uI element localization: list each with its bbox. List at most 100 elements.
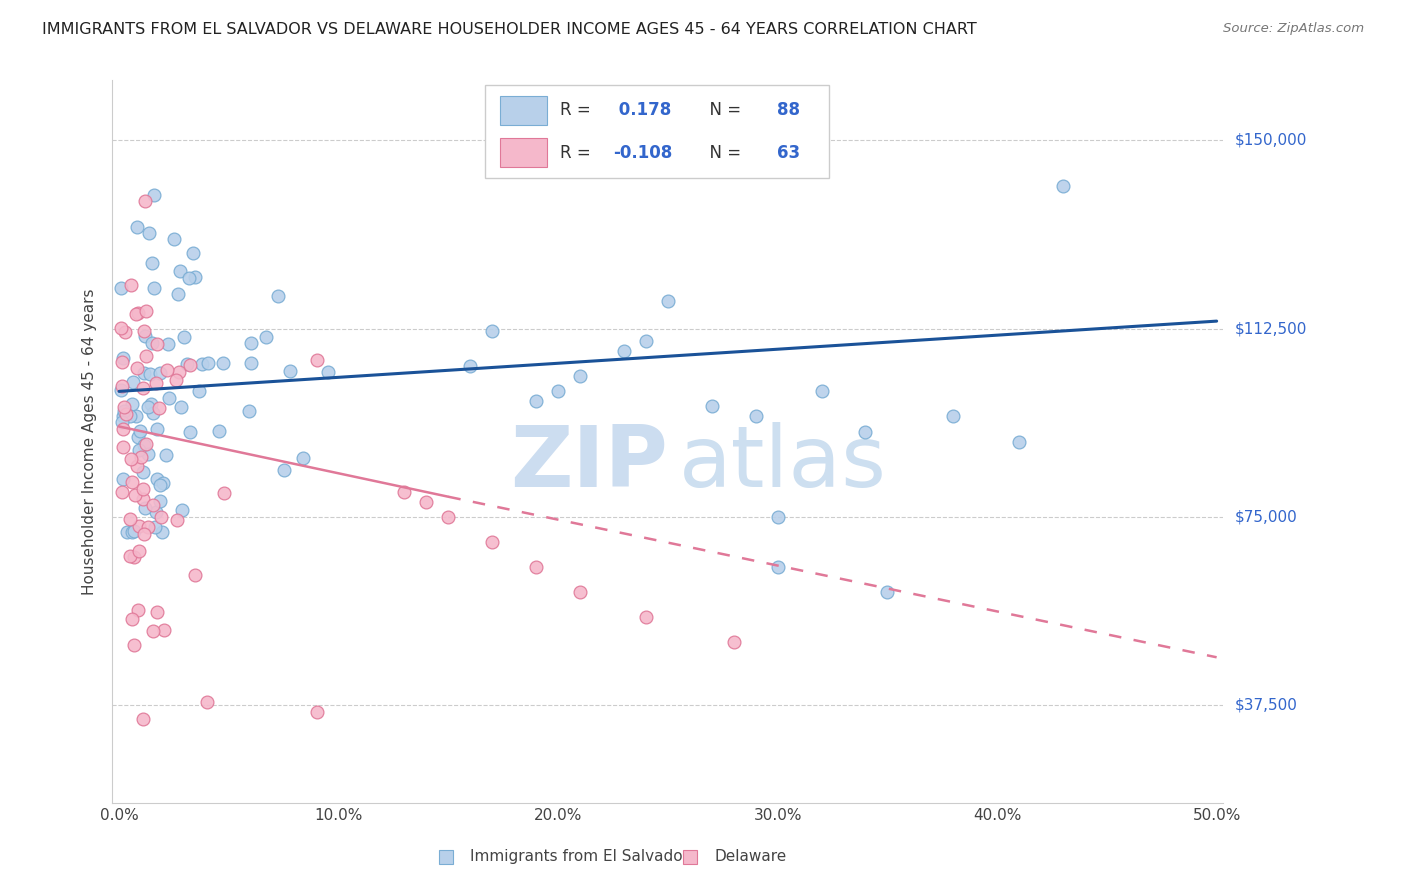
Point xyxy=(121,524,143,539)
Point xyxy=(700,400,723,414)
Point xyxy=(153,623,176,637)
Point xyxy=(125,360,148,375)
Point xyxy=(181,245,204,260)
Point xyxy=(121,397,143,411)
Point xyxy=(177,270,200,285)
Point xyxy=(273,463,295,477)
Point xyxy=(810,384,832,399)
Point xyxy=(132,324,155,338)
Point xyxy=(136,447,159,461)
Point xyxy=(191,357,214,371)
Text: atlas: atlas xyxy=(679,422,887,505)
Point xyxy=(112,404,135,418)
Point xyxy=(278,364,301,378)
Point xyxy=(146,472,169,486)
Point xyxy=(211,356,233,370)
Text: 88: 88 xyxy=(776,102,800,120)
Text: 0.178: 0.178 xyxy=(613,102,672,120)
Text: $112,500: $112,500 xyxy=(1234,321,1306,336)
Point xyxy=(239,336,262,351)
Point xyxy=(458,359,481,374)
Point xyxy=(267,289,290,303)
Point xyxy=(134,329,156,343)
Point xyxy=(134,500,156,515)
Point xyxy=(122,524,145,538)
Point xyxy=(176,357,198,371)
Point xyxy=(197,356,219,370)
Point xyxy=(128,443,150,458)
Point xyxy=(136,519,159,533)
Text: 63: 63 xyxy=(776,144,800,161)
Point xyxy=(132,526,155,541)
Text: ZIP: ZIP xyxy=(510,422,668,505)
Point xyxy=(195,696,218,710)
Point xyxy=(111,354,134,368)
Point xyxy=(110,281,132,295)
Text: $37,500: $37,500 xyxy=(1234,698,1298,713)
Point xyxy=(138,400,160,414)
Text: IMMIGRANTS FROM EL SALVADOR VS DELAWARE HOUSEHOLDER INCOME AGES 45 - 64 YEARS CO: IMMIGRANTS FROM EL SALVADOR VS DELAWARE … xyxy=(42,22,977,37)
Point xyxy=(132,381,155,395)
Point xyxy=(135,437,157,451)
Point xyxy=(305,353,328,368)
Point xyxy=(167,365,190,379)
Point xyxy=(111,379,134,393)
Point xyxy=(125,219,148,234)
Point xyxy=(143,520,166,534)
Point xyxy=(122,375,145,389)
Point xyxy=(613,344,636,359)
Point xyxy=(942,409,965,424)
Point xyxy=(155,448,177,462)
Point xyxy=(112,400,135,414)
Text: N =: N = xyxy=(699,102,747,120)
Text: N =: N = xyxy=(699,144,747,161)
Point xyxy=(127,603,149,617)
Point xyxy=(132,482,155,496)
Point xyxy=(208,424,231,438)
Point xyxy=(437,509,460,524)
Point xyxy=(120,278,142,293)
Point xyxy=(166,513,188,527)
Point xyxy=(179,425,201,439)
Point xyxy=(855,425,877,439)
Point xyxy=(128,544,150,558)
Point xyxy=(150,524,173,539)
Point xyxy=(127,430,149,444)
Point xyxy=(394,484,416,499)
Point xyxy=(766,509,789,524)
Point xyxy=(723,635,745,649)
Text: Immigrants from El Salvador: Immigrants from El Salvador xyxy=(470,849,689,864)
Point xyxy=(129,450,152,464)
Point xyxy=(120,512,142,526)
Point xyxy=(115,407,138,421)
Point xyxy=(142,498,165,512)
Point xyxy=(547,384,569,399)
Point xyxy=(135,349,157,363)
Point xyxy=(132,465,155,479)
Point xyxy=(145,376,167,391)
Point xyxy=(166,286,188,301)
Point xyxy=(111,416,134,430)
Point xyxy=(142,406,165,420)
Point xyxy=(157,337,180,351)
Point xyxy=(125,458,148,473)
Point xyxy=(169,264,191,278)
Point xyxy=(184,270,207,285)
FancyBboxPatch shape xyxy=(501,95,547,125)
Point xyxy=(159,392,181,406)
Point xyxy=(179,358,201,372)
Point xyxy=(149,494,172,508)
Point xyxy=(876,585,898,599)
Point xyxy=(132,366,155,380)
Point xyxy=(142,281,165,295)
Point xyxy=(1008,434,1031,449)
Point xyxy=(132,491,155,506)
Point xyxy=(146,422,169,436)
Point xyxy=(111,484,134,499)
Point xyxy=(145,337,167,351)
Point xyxy=(145,505,167,519)
Point xyxy=(172,503,194,517)
Point xyxy=(173,329,195,343)
Point xyxy=(118,549,141,563)
Point xyxy=(127,306,149,320)
